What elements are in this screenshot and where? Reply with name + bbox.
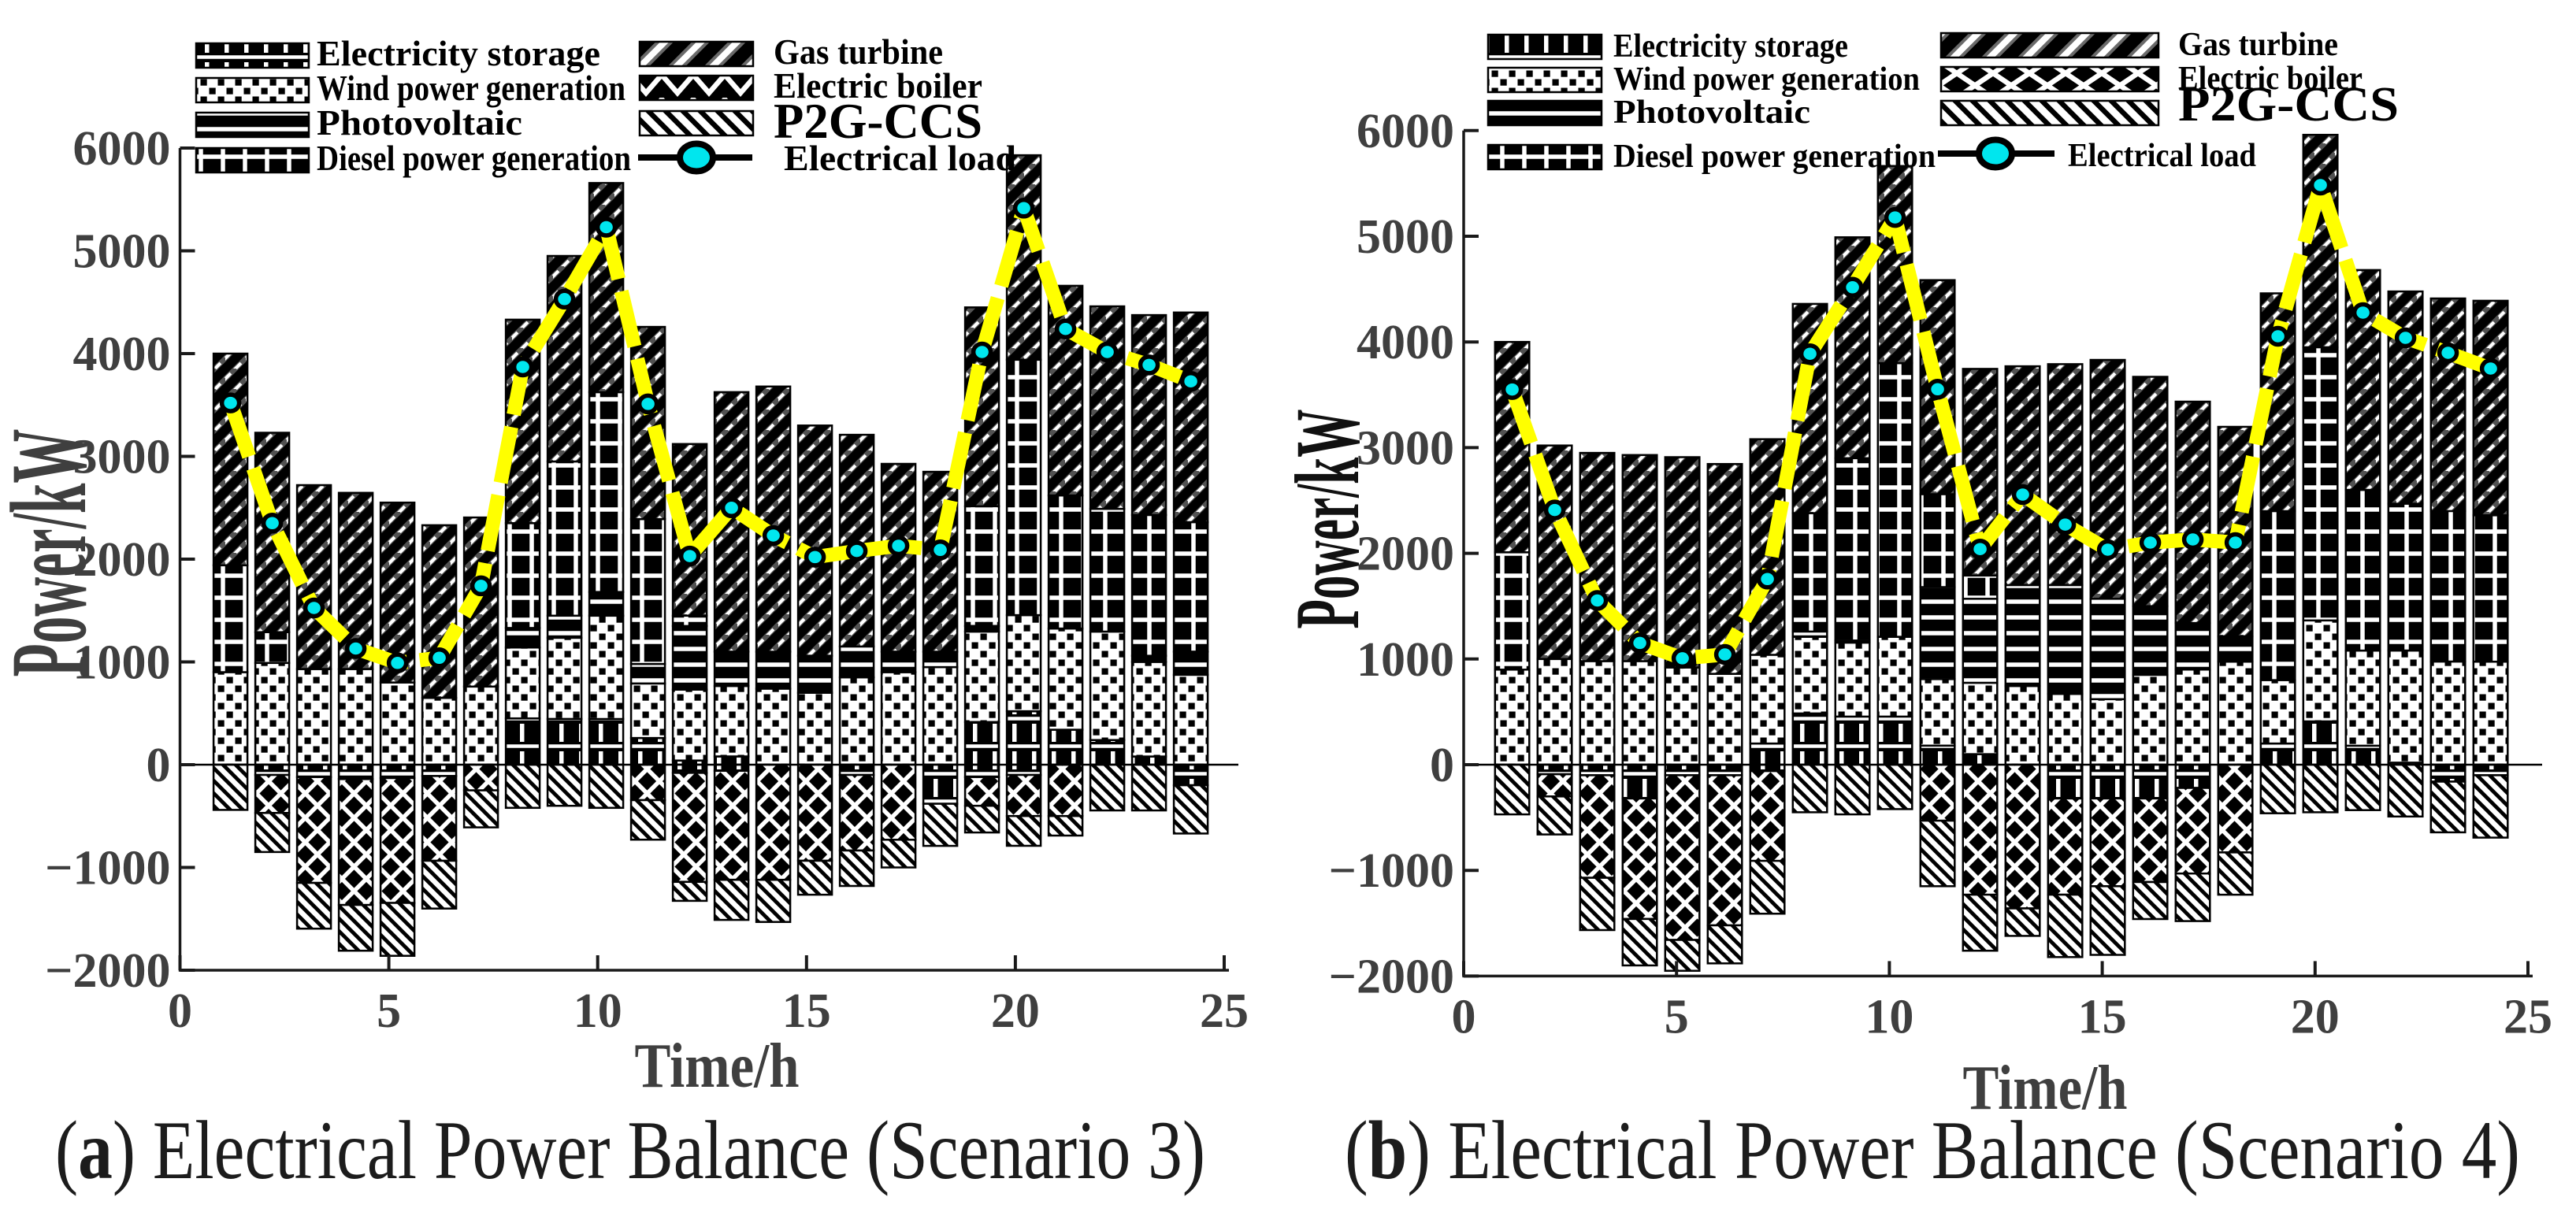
svg-text:25: 25 (2504, 990, 2552, 1043)
svg-text:0: 0 (1452, 990, 1476, 1043)
svg-text:Wind power generation: Wind power generation (1613, 61, 1920, 98)
svg-text:6000: 6000 (1357, 105, 1454, 158)
svg-text:(a) Electrical Power Balance (: (a) Electrical Power Balance (Scenario 3… (55, 1104, 1205, 1196)
svg-text:Time/h: Time/h (635, 1032, 800, 1101)
svg-text:Gas turbine: Gas turbine (2178, 27, 2338, 63)
svg-text:−1000: −1000 (45, 842, 170, 895)
svg-text:Electricity storage: Electricity storage (1613, 28, 1848, 65)
svg-text:25: 25 (1200, 984, 1249, 1038)
svg-text:20: 20 (991, 984, 1040, 1038)
svg-text:Diesel power generation: Diesel power generation (317, 138, 631, 178)
svg-text:0: 0 (168, 984, 192, 1038)
svg-text:2000: 2000 (1357, 528, 1454, 581)
svg-text:4000: 4000 (1357, 316, 1454, 369)
svg-text:1000: 1000 (73, 636, 171, 690)
svg-text:Electric boiler: Electric boiler (774, 65, 982, 106)
svg-text:1000: 1000 (1357, 633, 1454, 687)
svg-text:Diesel power generation: Diesel power generation (1613, 139, 1936, 175)
svg-text:Electrical load: Electrical load (2068, 138, 2256, 174)
svg-text:−2000: −2000 (45, 944, 170, 998)
svg-text:−2000: −2000 (1329, 950, 1454, 1003)
svg-text:15: 15 (2078, 990, 2127, 1043)
svg-text:0: 0 (1430, 739, 1454, 792)
svg-text:Wind power generation: Wind power generation (317, 68, 625, 108)
svg-text:15: 15 (782, 984, 831, 1038)
svg-text:10: 10 (1865, 990, 1913, 1043)
svg-text:Electrical load: Electrical load (784, 138, 1016, 178)
svg-text:6000: 6000 (73, 122, 171, 176)
svg-text:Photovoltaic: Photovoltaic (1613, 95, 1810, 131)
svg-text:0: 0 (147, 739, 171, 792)
svg-text:P2G-CCS: P2G-CCS (2178, 78, 2399, 132)
svg-text:−1000: −1000 (1329, 844, 1454, 898)
svg-text:3000: 3000 (73, 431, 171, 484)
svg-text:3000: 3000 (1357, 421, 1454, 475)
svg-text:(b) Electrical Power Balance (: (b) Electrical Power Balance (Scenario 4… (1345, 1104, 2520, 1196)
svg-text:Electricity storage: Electricity storage (317, 33, 600, 73)
svg-text:5: 5 (377, 984, 401, 1038)
svg-text:5: 5 (1665, 990, 1689, 1043)
svg-text:Gas turbine: Gas turbine (774, 32, 943, 72)
svg-text:5000: 5000 (1357, 210, 1454, 264)
svg-text:Electric boiler: Electric boiler (2178, 61, 2363, 97)
svg-text:Power/kW: Power/kW (1277, 410, 1379, 629)
svg-text:5000: 5000 (73, 225, 171, 279)
svg-text:Power/kW: Power/kW (0, 429, 109, 677)
svg-text:P2G-CCS: P2G-CCS (774, 93, 982, 149)
svg-text:Photovoltaic: Photovoltaic (317, 102, 522, 143)
svg-text:4000: 4000 (73, 328, 171, 381)
svg-text:10: 10 (573, 984, 622, 1038)
svg-text:Time/h: Time/h (1963, 1054, 2128, 1123)
svg-text:20: 20 (2291, 990, 2340, 1043)
svg-text:2000: 2000 (73, 533, 171, 587)
